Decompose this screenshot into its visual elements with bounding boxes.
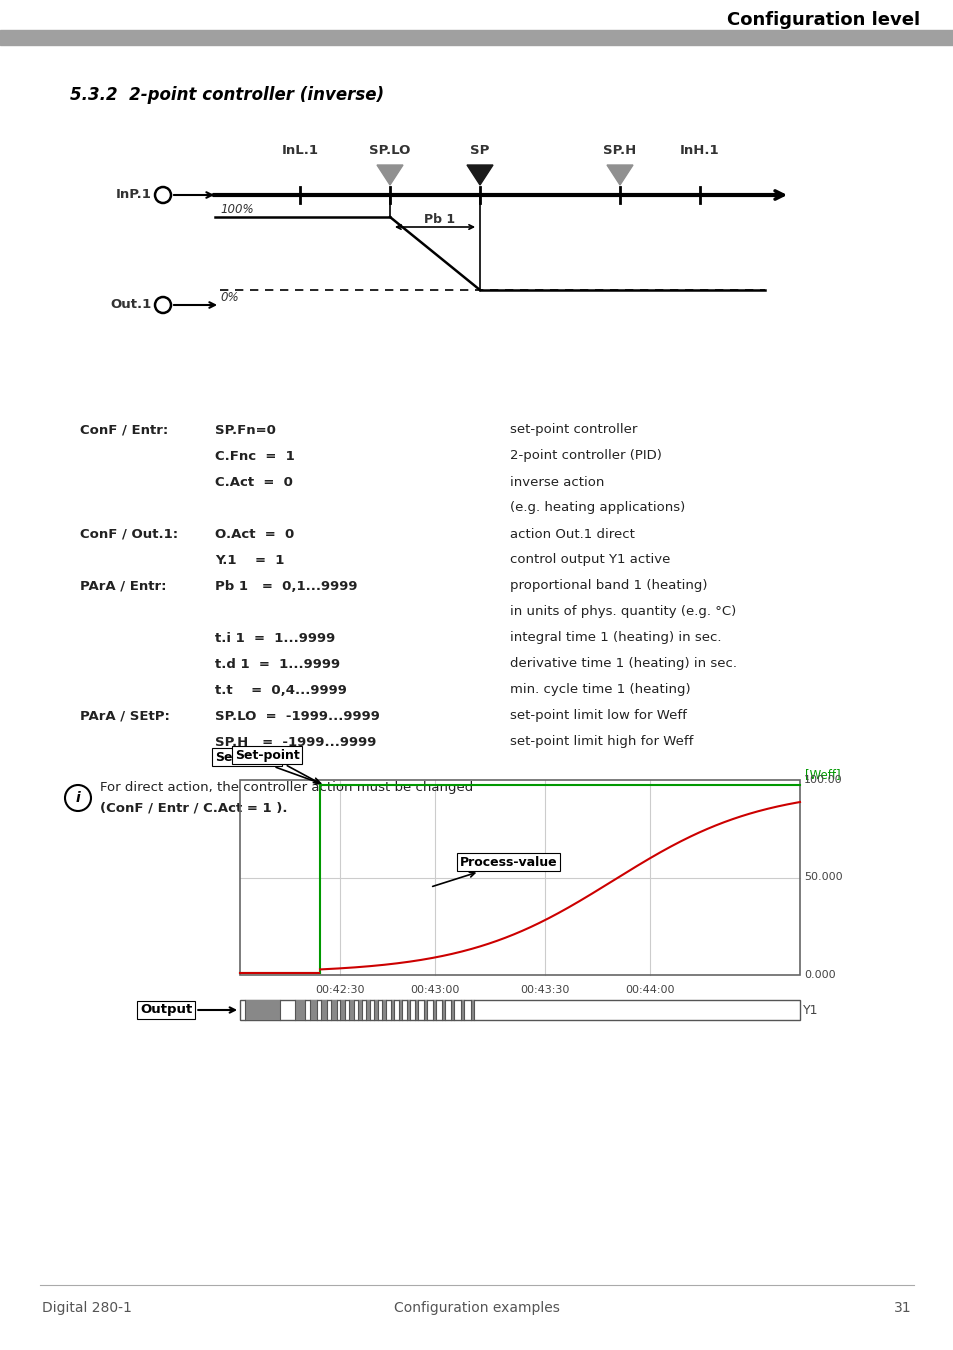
Text: min. cycle time 1 (heating): min. cycle time 1 (heating) xyxy=(510,683,690,697)
Text: 0.000: 0.000 xyxy=(803,971,835,980)
Bar xyxy=(374,1000,377,1021)
Text: 5.3.2  2-point controller (inverse): 5.3.2 2-point controller (inverse) xyxy=(70,86,384,104)
Text: ConF / Entr:: ConF / Entr: xyxy=(80,424,168,436)
Bar xyxy=(366,1000,370,1021)
Text: Y1: Y1 xyxy=(802,1003,818,1017)
Bar xyxy=(415,1000,417,1021)
Text: 00:42:30: 00:42:30 xyxy=(314,986,364,995)
Text: control output Y1 active: control output Y1 active xyxy=(510,554,670,567)
Text: InL.1: InL.1 xyxy=(281,144,318,157)
Polygon shape xyxy=(606,165,633,185)
Text: Digital 280-1: Digital 280-1 xyxy=(42,1301,132,1315)
Text: inverse action: inverse action xyxy=(510,475,604,489)
Text: Pb 1   =  0,1...9999: Pb 1 = 0,1...9999 xyxy=(214,579,357,593)
Bar xyxy=(423,1000,427,1021)
Text: SP: SP xyxy=(470,144,489,157)
Text: (e.g. heating applications): (e.g. heating applications) xyxy=(510,501,684,514)
Text: t.t    =  0,4...9999: t.t = 0,4...9999 xyxy=(214,683,347,697)
Text: 50.000: 50.000 xyxy=(803,872,841,883)
Text: 2-point controller (PID): 2-point controller (PID) xyxy=(510,450,661,463)
Polygon shape xyxy=(376,165,402,185)
Text: SP.Fn=0: SP.Fn=0 xyxy=(214,424,275,436)
Text: 100.00: 100.00 xyxy=(803,775,841,784)
Text: t.i 1  =  1...9999: t.i 1 = 1...9999 xyxy=(214,632,335,644)
Text: SP.LO  =  -1999...9999: SP.LO = -1999...9999 xyxy=(214,710,379,722)
Text: O.Act  =  0: O.Act = 0 xyxy=(214,528,294,540)
Bar xyxy=(451,1000,454,1021)
Text: 00:43:00: 00:43:00 xyxy=(410,986,459,995)
Bar xyxy=(391,1000,394,1021)
Text: 00:43:30: 00:43:30 xyxy=(519,986,569,995)
Text: in units of phys. quantity (e.g. °C): in units of phys. quantity (e.g. °C) xyxy=(510,606,736,618)
Text: 00:44:00: 00:44:00 xyxy=(624,986,674,995)
Text: 0%: 0% xyxy=(220,292,238,304)
Text: 100%: 100% xyxy=(220,202,253,216)
Text: Configuration examples: Configuration examples xyxy=(394,1301,559,1315)
Text: derivative time 1 (heating) in sec.: derivative time 1 (heating) in sec. xyxy=(510,657,737,671)
Text: t.d 1  =  1...9999: t.d 1 = 1...9999 xyxy=(214,657,340,671)
Text: SP.H: SP.H xyxy=(602,144,636,157)
Bar xyxy=(357,1000,361,1021)
Bar xyxy=(339,1000,345,1021)
Polygon shape xyxy=(467,165,493,185)
Text: (ConF / Entr / C.Act = 1 ).: (ConF / Entr / C.Act = 1 ). xyxy=(100,802,287,814)
Bar xyxy=(398,1000,401,1021)
Text: set-point limit high for Weff: set-point limit high for Weff xyxy=(510,736,693,748)
Text: InH.1: InH.1 xyxy=(679,144,720,157)
Text: action Out.1 direct: action Out.1 direct xyxy=(510,528,634,540)
Text: For direct action, the controller action must be changed: For direct action, the controller action… xyxy=(100,782,473,795)
Text: ConF / Out.1:: ConF / Out.1: xyxy=(80,528,178,540)
Text: InP.1: InP.1 xyxy=(116,189,152,201)
Bar xyxy=(349,1000,354,1021)
Text: SP.H   =  -1999...9999: SP.H = -1999...9999 xyxy=(214,736,376,748)
Text: set-point controller: set-point controller xyxy=(510,424,637,436)
Text: Configuration level: Configuration level xyxy=(726,11,919,28)
Text: C.Fnc  =  1: C.Fnc = 1 xyxy=(214,450,294,463)
Bar xyxy=(441,1000,444,1021)
Text: integral time 1 (heating) in sec.: integral time 1 (heating) in sec. xyxy=(510,632,720,644)
Bar xyxy=(294,1000,305,1021)
Bar xyxy=(240,780,800,975)
Text: C.Act  =  0: C.Act = 0 xyxy=(214,475,293,489)
Text: SP.LO: SP.LO xyxy=(369,144,410,157)
Bar xyxy=(320,1000,327,1021)
Text: proportional band 1 (heating): proportional band 1 (heating) xyxy=(510,579,707,593)
Bar xyxy=(0,30,953,45)
Text: Out.1: Out.1 xyxy=(111,298,152,312)
Text: Set-point: Set-point xyxy=(234,748,318,783)
Bar xyxy=(381,1000,386,1021)
Text: PArA / SEtP:: PArA / SEtP: xyxy=(80,710,170,722)
Text: Output: Output xyxy=(140,1003,234,1017)
Bar xyxy=(331,1000,336,1021)
Text: i: i xyxy=(75,791,80,805)
Text: Set-point: Set-point xyxy=(214,751,320,784)
Text: Pb 1: Pb 1 xyxy=(424,213,456,225)
Text: [Weff]: [Weff] xyxy=(804,768,840,782)
Text: PArA / Entr:: PArA / Entr: xyxy=(80,579,167,593)
Text: Y.1    =  1: Y.1 = 1 xyxy=(214,554,284,567)
Bar xyxy=(471,1000,474,1021)
Text: set-point limit low for Weff: set-point limit low for Weff xyxy=(510,710,686,722)
Bar xyxy=(407,1000,410,1021)
Bar xyxy=(460,1000,463,1021)
Text: Process-value: Process-value xyxy=(433,856,558,887)
Bar xyxy=(433,1000,436,1021)
Bar xyxy=(245,1000,280,1021)
Bar xyxy=(310,1000,316,1021)
Bar xyxy=(240,1000,800,1021)
Text: 31: 31 xyxy=(893,1301,911,1315)
